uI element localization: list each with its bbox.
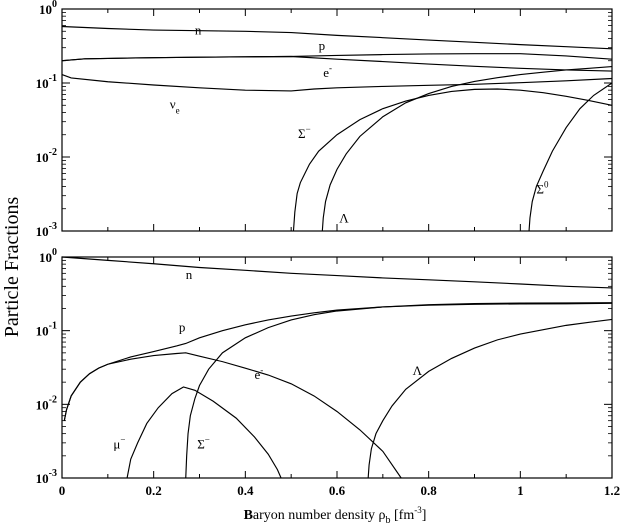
bottom-curve-n [61, 256, 613, 289]
y-axis-title: Particle Fractions [1, 197, 23, 338]
bottom-curve-label-series: μ− [113, 435, 125, 452]
top-plot-frame [61, 8, 613, 232]
x-tick-label: 0.8 [421, 483, 438, 498]
y-tick-label: 100 [39, 247, 57, 265]
x-tick-label: 0.6 [329, 483, 346, 498]
bottom-plot-frame [61, 256, 613, 479]
top-curve-n [61, 25, 613, 50]
top-panel: 10-3 10-2 10-1 100 n p e-νe Σ− Λ Σ0 [36, 0, 613, 239]
top-curve-label-e: e- [323, 63, 332, 80]
bottom-curve-p [63, 302, 613, 421]
top-curve-label-p: p [319, 38, 326, 53]
y-tick-label: 10-1 [36, 73, 57, 91]
y-tick-label: 10-3 [36, 221, 57, 239]
bottom-curve-label-p: p [179, 320, 186, 335]
y-tick-label: 100 [39, 0, 57, 17]
bottom-panel: 0 0.2 0.4 0.6 0.8 1 1.2 10-3 10-2 10-1 100 n p e-μ− Σ−… [36, 247, 620, 498]
top-curve-label-n: n [195, 23, 202, 38]
x-tick-label: 1.2 [604, 483, 620, 498]
y-tick-label: 10-2 [36, 147, 57, 165]
x-tick-label: 0 [59, 483, 66, 498]
top-curve-label-series: Λ [339, 211, 349, 226]
top-curve-label-0: Σ0 [536, 180, 549, 197]
top-curve-e [61, 74, 613, 92]
x-tick-label: 1 [517, 483, 524, 498]
x-tick-label: 0.4 [237, 483, 254, 498]
top-curve-label-series: Σ− [298, 124, 311, 141]
bottom-curve-label-series: Λ [413, 363, 423, 378]
bottom-curve-series [367, 318, 613, 479]
x-tick-label: 0.2 [146, 483, 162, 498]
y-tick-label: 10-3 [36, 468, 57, 486]
top-curve-label-e: νe [170, 97, 180, 116]
top-curve-0 [528, 82, 613, 232]
top-curve-series [321, 65, 613, 232]
bottom-curve-label-e: e- [255, 365, 264, 382]
bottom-curve-e [63, 352, 402, 479]
y-tick-label: 10-1 [36, 321, 57, 339]
top-curve-series [292, 88, 613, 232]
bottom-curve-label-series: Σ− [197, 435, 210, 452]
top-curve-e [61, 55, 613, 72]
bottom-curve-label-n: n [186, 267, 193, 282]
x-axis-title: Baryon number density ρb [fm-3] [244, 505, 427, 524]
bottom-curve-series [126, 386, 282, 479]
bottom-curve-series [185, 302, 613, 479]
y-tick-label: 10-2 [36, 394, 57, 412]
